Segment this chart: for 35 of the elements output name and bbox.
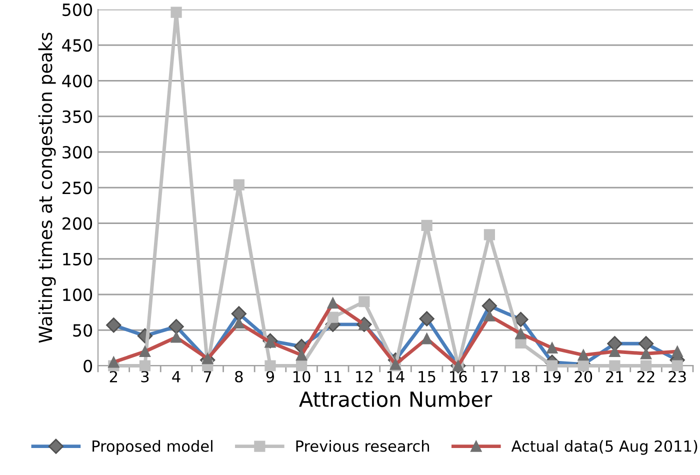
x-tick-label: 18	[512, 370, 530, 382]
x-tick-label: 22	[637, 370, 654, 382]
y-tick-label: 200	[62, 217, 92, 230]
x-tick-label: 2	[110, 370, 117, 382]
x-axis-title: Attraction Number	[299, 390, 492, 408]
y-tick-label: 350	[62, 110, 92, 123]
x-tick-label: 12	[356, 370, 372, 382]
x-tick-label: 21	[606, 370, 624, 382]
y-tick-label: 450	[62, 39, 92, 52]
y-tick-label: 150	[63, 252, 92, 266]
x-tick-label: 23	[668, 370, 686, 382]
x-tick-label: 16	[450, 370, 467, 382]
y-axis-title: Waiting times at congestion peaks	[38, 32, 56, 343]
legend-label: Previous research	[296, 440, 430, 452]
x-tick-label: 9	[266, 370, 274, 382]
x-tick-label: 3	[141, 370, 149, 382]
legend-label: Actual data(5 Aug 2011)	[511, 440, 698, 455]
x-tick-label: 17	[481, 371, 498, 382]
x-tick-label: 19	[544, 370, 561, 382]
x-tick-label: 15	[418, 371, 436, 382]
x-tick-label: 7	[204, 371, 212, 382]
x-tick-label: 8	[235, 370, 243, 382]
y-tick-label: 100	[63, 288, 92, 302]
y-tick-label: 250	[62, 182, 92, 194]
x-tick-label: 4	[172, 371, 180, 382]
y-tick-label: 300	[62, 146, 92, 159]
x-tick-label: 20	[574, 370, 592, 382]
y-tick-label: 400	[62, 74, 92, 88]
y-tick-label: 500	[62, 3, 92, 16]
x-tick-label: 11	[324, 371, 342, 382]
legend-label: Proposed model	[92, 440, 212, 455]
x-tick-label: 10	[294, 370, 310, 382]
x-tick-label: 14	[387, 371, 404, 382]
y-tick-label: 0	[84, 360, 92, 372]
y-tick-label: 50	[73, 324, 92, 337]
